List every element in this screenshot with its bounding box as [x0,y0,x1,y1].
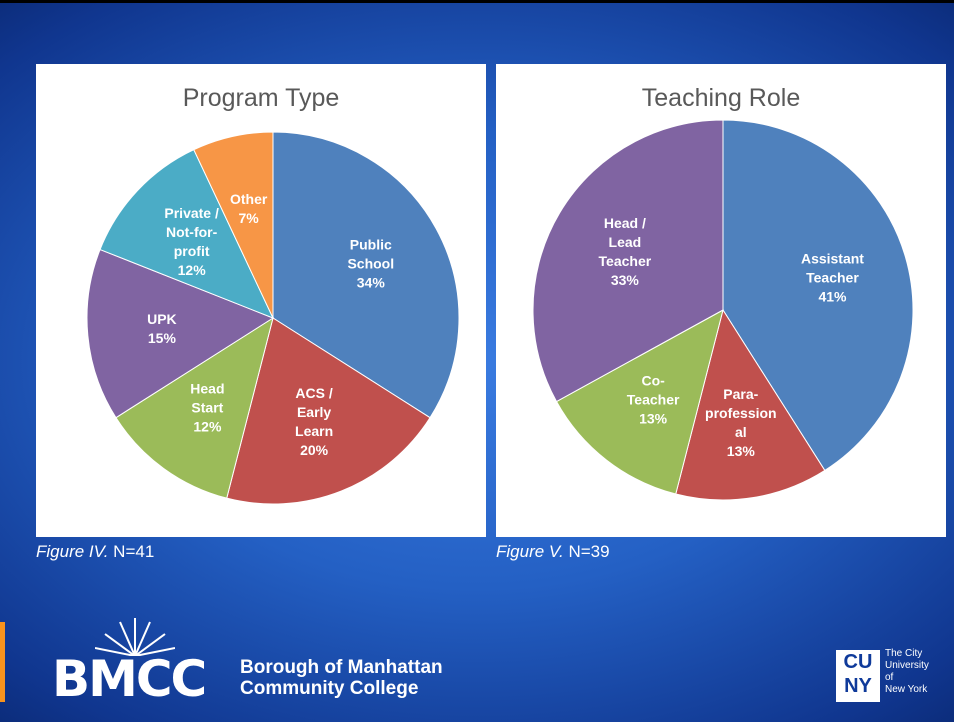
accent-bar [0,622,5,702]
caption-note: N=39 [568,542,610,561]
pie [86,131,460,505]
value-label: 12% [177,261,206,278]
pie-slice [722,119,914,472]
value-label: 33% [610,271,639,288]
category-label: Head Start [190,380,225,416]
slice-label: Assistant Teacher 41% [801,250,864,307]
pie-slice [532,119,724,403]
pie-slice [193,131,274,319]
cuny-logo: CU NY [836,650,880,702]
value-label: 20% [300,441,329,458]
chart-title: Program Type [182,84,340,112]
pie-slice [226,317,431,505]
value-label: 41% [818,288,847,305]
top-border [0,0,954,3]
value-label: 13% [726,442,755,459]
value-label: 34% [356,274,385,291]
slice-label: Other 7% [230,190,267,228]
logo-rays [95,618,175,656]
slice-label: ACS / Early Learn 20% [295,384,333,460]
category-label: UPK [147,310,177,327]
cuny-bottom: NY [844,675,872,697]
chart-title: Teaching Role [641,84,801,112]
category-label: ACS / Early Learn [295,384,334,439]
category-label: Head / Lead Teacher [598,214,652,269]
pie-slice [555,309,724,495]
slice-label: Para- profession al 13% [705,385,777,461]
slice-label: Public School 34% [347,236,394,293]
category-label: Co- Teacher [626,372,680,408]
figure-label: Figure V. [496,542,564,561]
value-label: 12% [193,418,222,435]
category-label: Public School [347,236,395,272]
caption-note: N=41 [113,542,155,561]
slice-label: Private / Not-for- profit 12% [164,204,218,280]
pie-slice [675,308,826,501]
value-label: 15% [147,329,176,346]
caption: Figure V. N=39 [496,542,610,562]
slice-label: UPK 15% [147,310,177,348]
pie-slice [86,248,275,419]
slice-label: Head / Lead Teacher 33% [599,214,652,290]
figure-label: Figure IV. [36,542,109,561]
pie-slice [272,131,460,419]
value-label: 7% [238,210,259,227]
category-label: Other [229,191,268,208]
category-label: Private / Not-for- profit [164,204,219,259]
category-label: Assistant Teacher [800,250,864,286]
value-label: 13% [639,410,668,427]
slice-label: Co- Teacher 13% [627,372,680,429]
college-name: Borough of Manhattan Community College [240,657,443,699]
cuny-top: CU [843,651,873,673]
caption: Figure IV. N=41 [36,542,154,562]
pie [532,119,914,501]
slice-label: Head Start 12% [190,380,224,437]
cuny-name: The City University of New York [885,648,929,695]
pie-slice [99,149,274,319]
chart-panel: Program Type Public School 34% ACS / Early… [36,64,486,537]
pie-slice [115,316,274,499]
logo-text: BMCC [52,650,207,708]
chart-panel: Teaching Role Assistant Teacher 41% Para- … [496,64,946,537]
category-label: Para- profession al [705,385,777,440]
